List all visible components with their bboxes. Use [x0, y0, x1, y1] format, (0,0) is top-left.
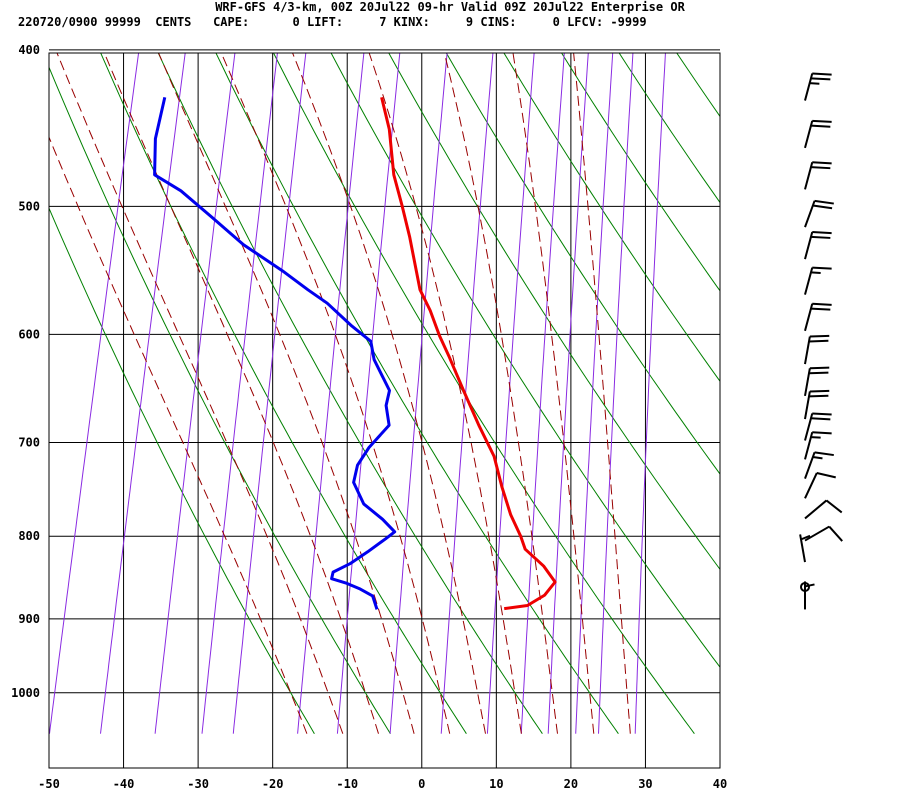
- wind-barb: [804, 266, 832, 295]
- moist-adiabat: [49, 135, 308, 734]
- mixing-ratio-line: [201, 53, 278, 734]
- mixing-ratio-line: [634, 53, 666, 734]
- wind-barb: [804, 199, 834, 228]
- dry-adiabat: [100, 53, 467, 734]
- wind-barb: [804, 451, 834, 479]
- y-tick-label: 500: [18, 199, 40, 213]
- y-tick-label: 800: [18, 529, 40, 543]
- y-tick-label: 700: [18, 436, 40, 450]
- y-tick-label: 1000: [11, 686, 40, 700]
- moist-adiabat: [103, 53, 379, 734]
- dry-adiabat: [561, 53, 720, 292]
- mixing-ratio-line: [520, 53, 565, 734]
- x-tick-label: -30: [187, 777, 209, 791]
- dry-adiabat: [157, 53, 543, 734]
- profile-layer: [153, 96, 557, 611]
- mixing-ratio-line: [547, 53, 589, 734]
- x-tick-label: 0: [418, 777, 425, 791]
- mixing-ratio-line: [598, 53, 634, 734]
- plot-frame: [48, 52, 721, 769]
- y-tick-label: 900: [18, 612, 40, 626]
- dewpoint-profile: [153, 96, 397, 610]
- dry-adiabat: [215, 53, 619, 734]
- dry-adiabat: [330, 53, 720, 669]
- moist-adiabat: [443, 53, 558, 734]
- mixing-ratio-line: [440, 53, 494, 734]
- moist-adiabat: [220, 53, 451, 734]
- moist-adiabat: [512, 53, 595, 734]
- mixing-ratio-line: [100, 53, 186, 734]
- x-tick-label: -50: [38, 777, 60, 791]
- mixing-ratio-line: [486, 53, 535, 734]
- x-tick-label: -40: [113, 777, 135, 791]
- wind-barb: [804, 302, 832, 332]
- x-tick-label: 10: [489, 777, 503, 791]
- moist-adiabat: [368, 53, 522, 734]
- wind-barb: [804, 499, 843, 520]
- x-tick-label: -10: [336, 777, 358, 791]
- wind-barb: [804, 525, 843, 542]
- mixing-ratio-line: [389, 53, 448, 734]
- wind-barb: [800, 581, 810, 592]
- wind-barb: [804, 431, 832, 460]
- wind-barb: [804, 389, 830, 420]
- background-lines: [49, 53, 720, 734]
- axis-labels: 400 500 600 700 800 900 1000 -50 -40 -30 -20 -10 0 10…: [11, 43, 727, 791]
- mixing-ratio-line: [49, 53, 140, 734]
- mixing-ratio-line: [232, 53, 307, 734]
- x-tick-label: -20: [262, 777, 284, 791]
- plot-border: [48, 52, 721, 769]
- mixing-ratio-line: [575, 53, 614, 734]
- chart-title-line-1: WRF-GFS 4/3-km, 00Z 20Jul22 09-hr Valid …: [215, 0, 685, 14]
- mixing-ratio-line: [297, 53, 365, 734]
- dry-adiabat: [503, 53, 720, 383]
- x-tick-label: 30: [638, 777, 652, 791]
- moist-adiabat: [56, 53, 344, 734]
- mixing-ratio-line: [154, 53, 236, 734]
- wind-barb: [804, 366, 830, 397]
- moist-adiabat: [158, 53, 415, 734]
- temperature-profile: [380, 96, 557, 611]
- y-tick-label: 400: [18, 43, 40, 57]
- wind-barb: [804, 72, 832, 101]
- dry-adiabat: [445, 53, 720, 475]
- moist-adiabat: [292, 53, 486, 734]
- wind-barb: [804, 231, 832, 260]
- wind-barb: [804, 412, 832, 441]
- wind-barbs: [799, 72, 843, 610]
- wind-barb: [799, 534, 811, 563]
- y-tick-label: 600: [18, 327, 40, 341]
- x-tick-label: 20: [564, 777, 578, 791]
- x-tick-label: 40: [713, 777, 727, 791]
- chart-title-line-2: 220720/0900 99999 CENTS CAPE: 0 LIFT: 7 …: [18, 15, 647, 29]
- wind-barb: [804, 119, 832, 149]
- wind-barb: [804, 334, 830, 365]
- wind-barb: [804, 472, 836, 499]
- dry-adiabat: [388, 53, 720, 571]
- wind-barb: [804, 161, 832, 190]
- dry-adiabat: [49, 206, 315, 734]
- moist-adiabat: [573, 53, 631, 734]
- dry-adiabat: [676, 53, 720, 118]
- grid-layer: [49, 49, 720, 768]
- dry-adiabat: [618, 53, 720, 204]
- dry-adiabat: [49, 66, 391, 734]
